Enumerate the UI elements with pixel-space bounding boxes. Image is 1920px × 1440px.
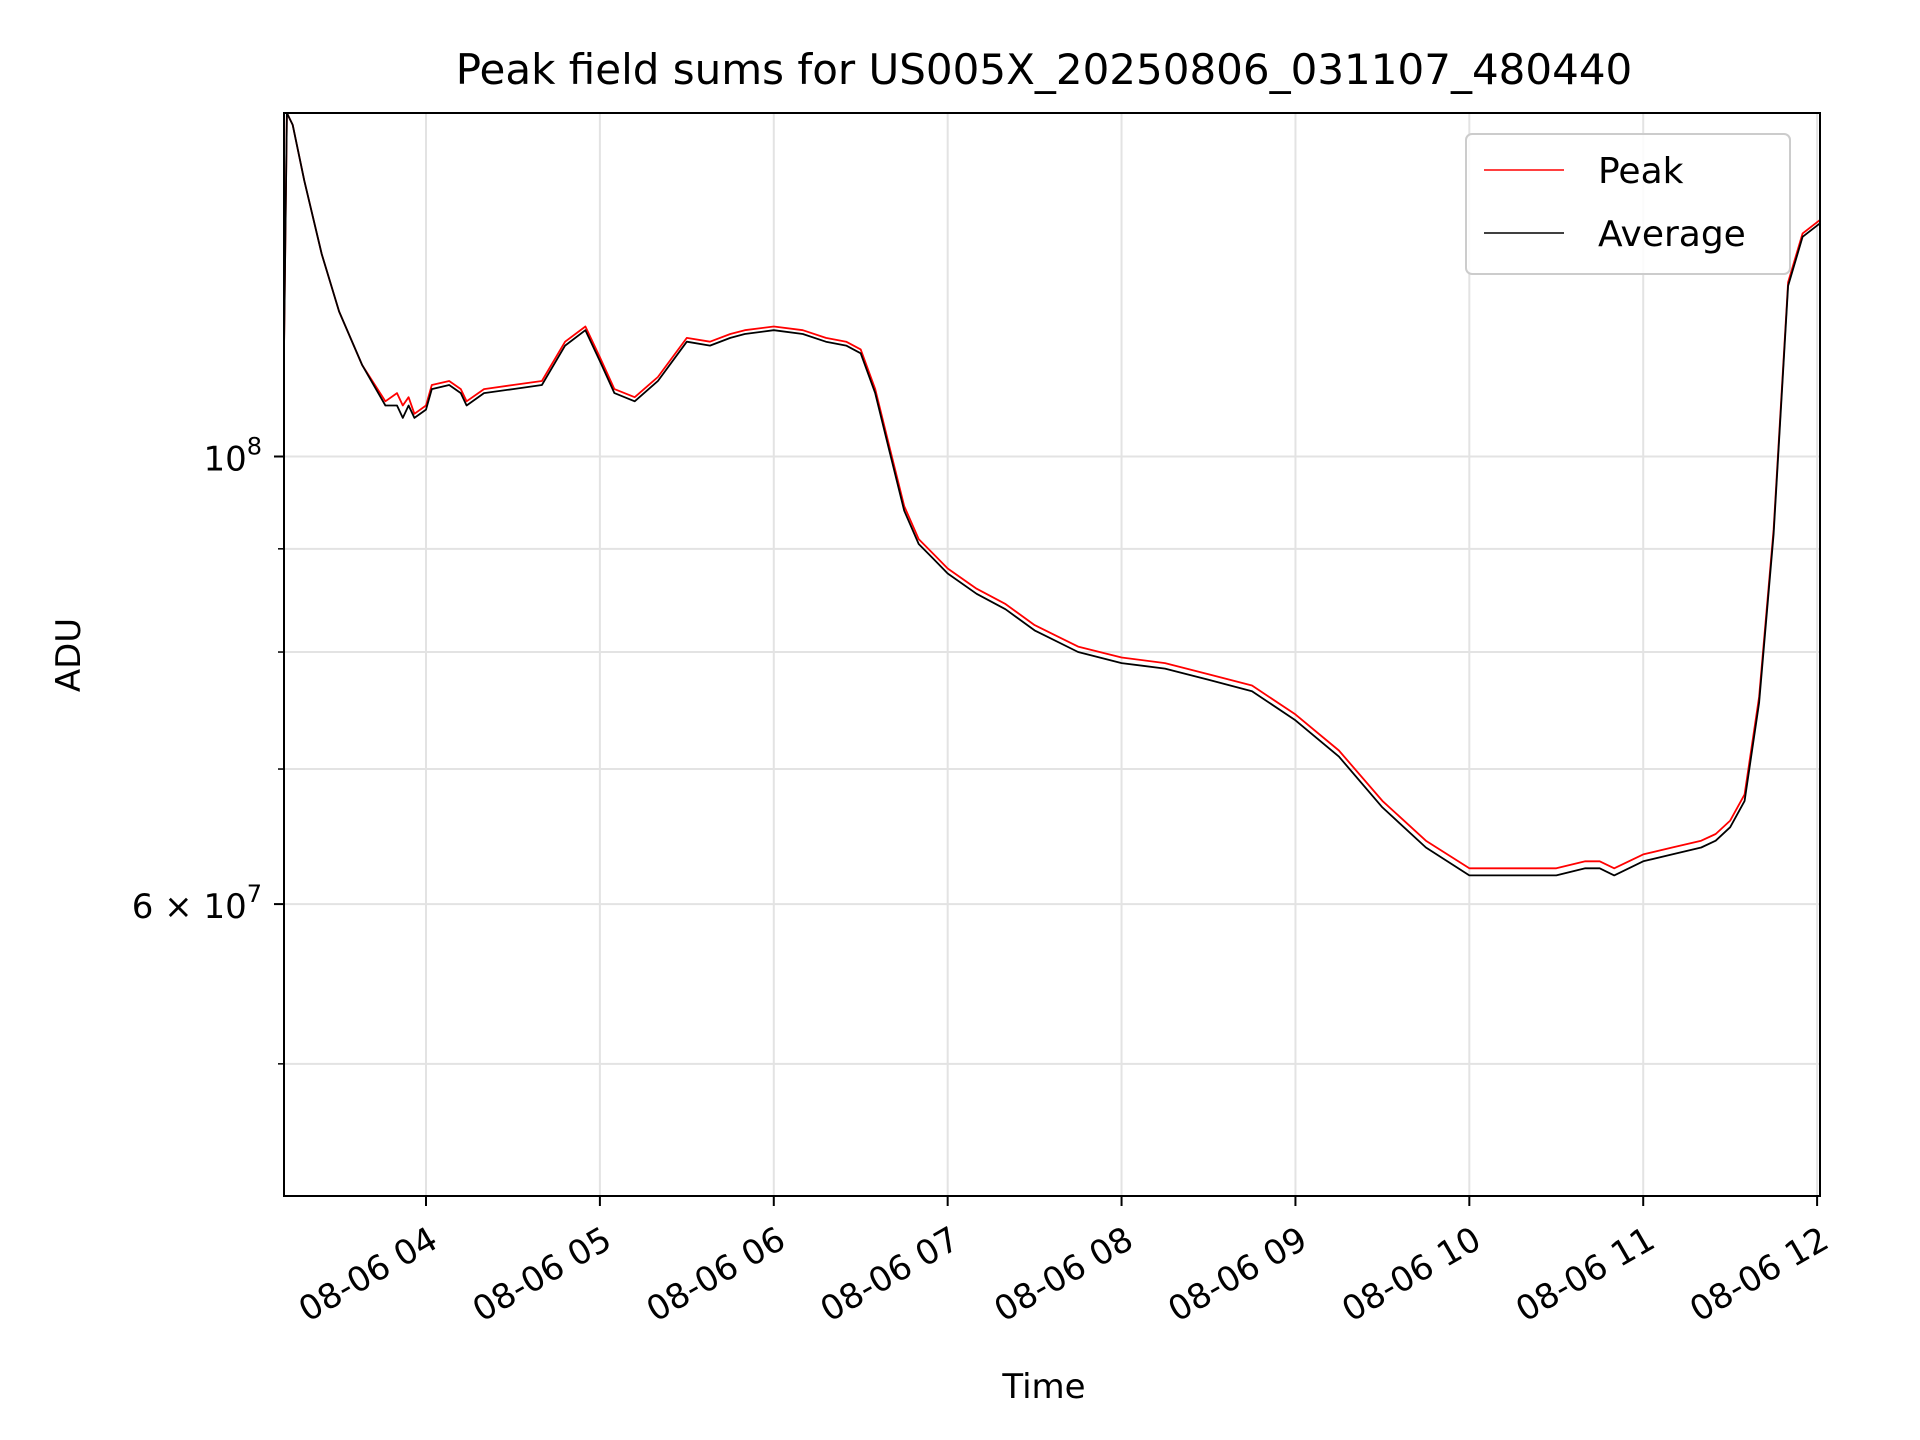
legend-label-average: Average: [1598, 214, 1746, 255]
series-line-peak: [283, 112, 1821, 870]
legend: Peak Average: [1465, 133, 1791, 275]
y-tick-label: 108: [203, 433, 262, 480]
y-axis: 108 6 × 107: [132, 433, 284, 1065]
legend-box: [1465, 133, 1791, 275]
y-tick-label: 6 × 107: [132, 880, 262, 927]
y-axis-label: ADU: [49, 618, 89, 692]
chart-title: Peak field sums for US005X_20250806_0311…: [456, 45, 1633, 94]
plot-frame: [283, 112, 1821, 1197]
series-line-average: [283, 112, 1821, 877]
legend-label-peak: Peak: [1598, 151, 1684, 192]
grid-lines: [284, 113, 1820, 1196]
series-lines: [283, 112, 1821, 877]
x-axis-label: Time: [1001, 1367, 1085, 1407]
